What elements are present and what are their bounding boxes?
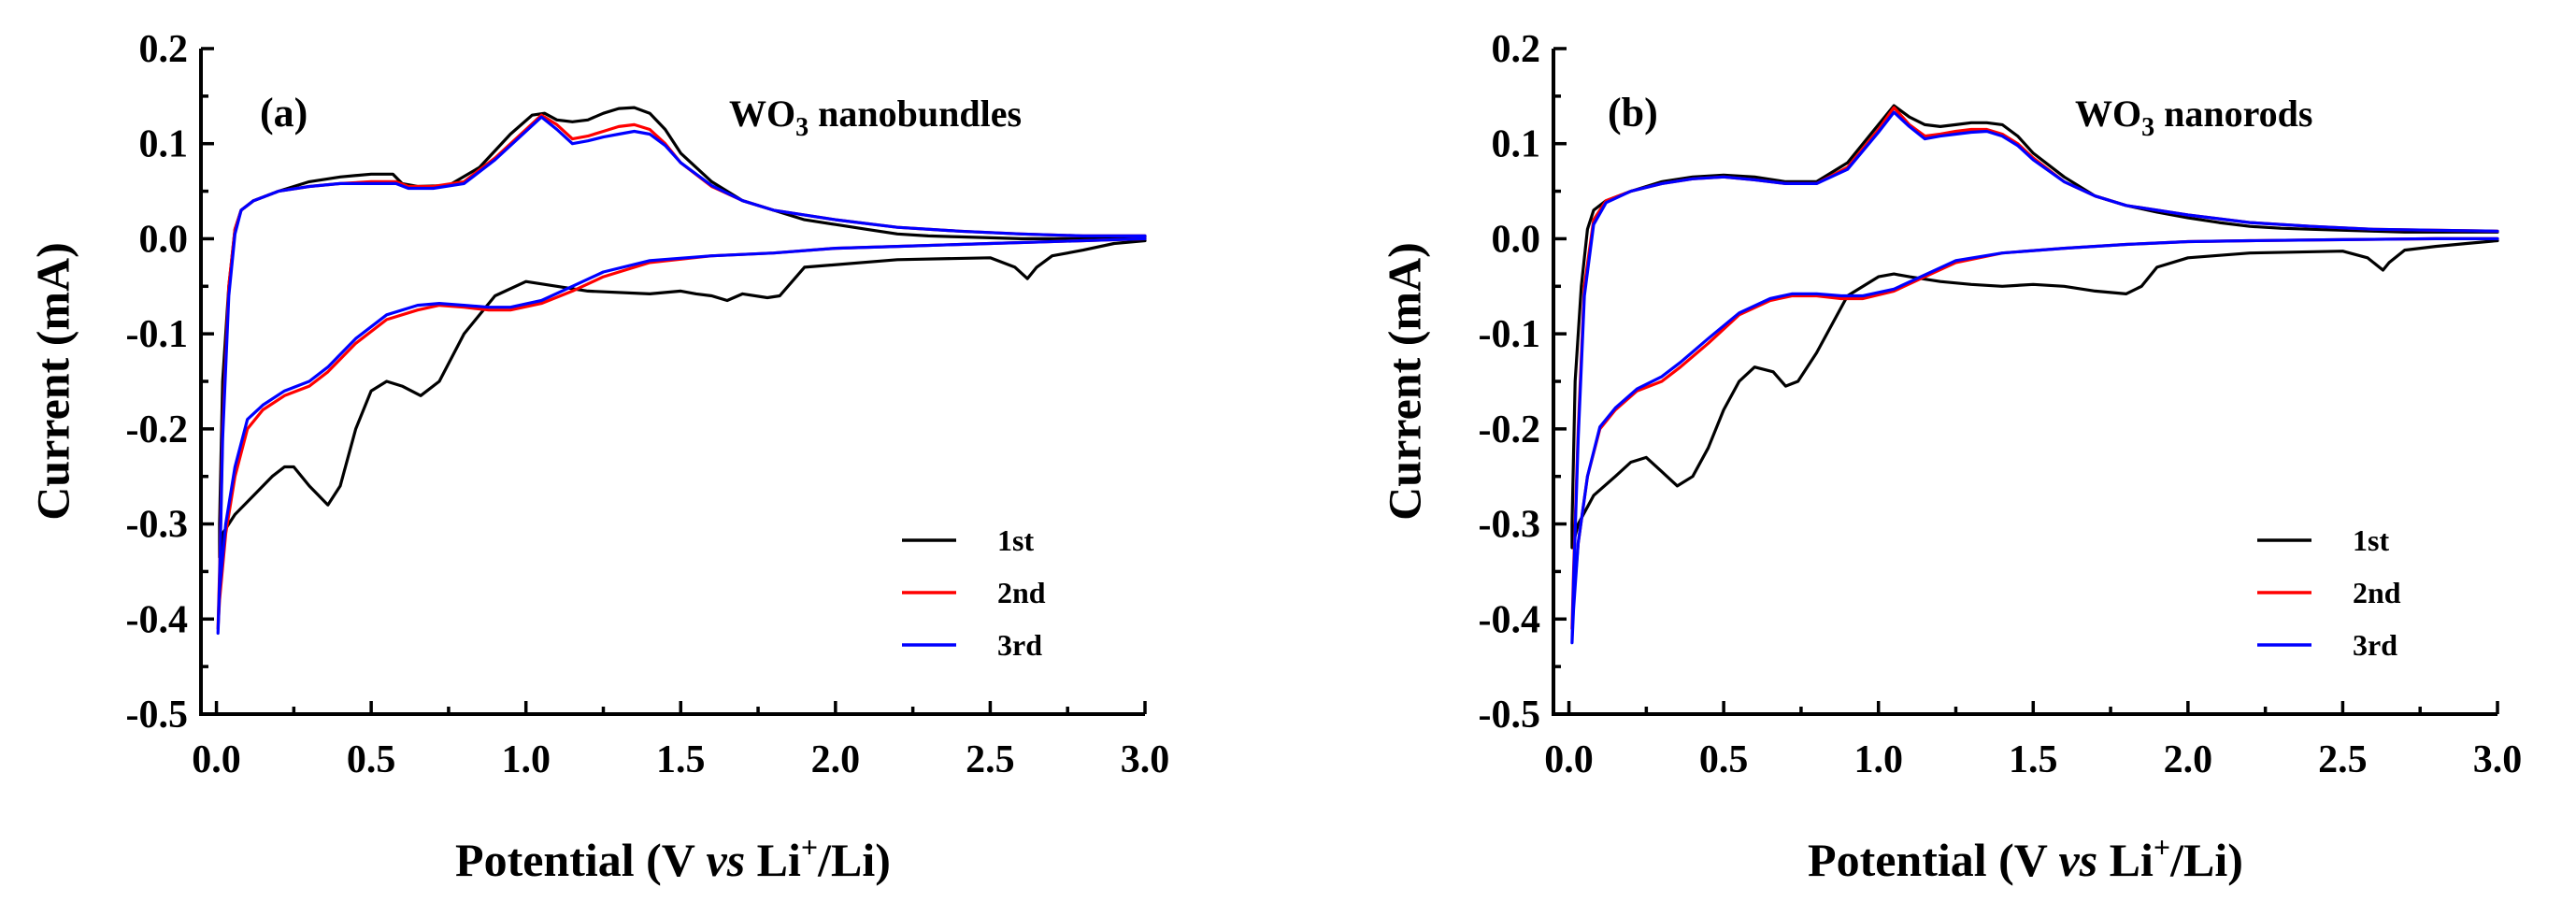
y-axis-title: Current (mA): [1378, 242, 1430, 521]
series-line-1st: [1570, 104, 2499, 550]
x-tick-label: 1.5: [656, 738, 706, 781]
x-tick-label: 1.0: [501, 738, 551, 781]
y-axis-title: Current (mA): [26, 242, 79, 521]
y-tick-label: -0.2: [126, 408, 189, 451]
series-line-3rd: [1570, 110, 2499, 645]
y-tick-label: -0.2: [1479, 408, 1541, 451]
legend-label-2nd: 2nd: [997, 576, 1046, 609]
x-tick-label: 0.0: [1544, 738, 1594, 781]
legend-label-2nd: 2nd: [2353, 576, 2401, 609]
x-tick-label: 2.5: [966, 738, 1015, 781]
x-tick-label: 2.5: [2318, 738, 2368, 781]
y-tick-label: 0.1: [1492, 123, 1541, 166]
y-tick-label: -0.4: [126, 598, 189, 641]
series-line-1st: [218, 106, 1147, 559]
y-tick-label: -0.5: [126, 694, 189, 737]
y-tick-label: -0.1: [1479, 313, 1541, 356]
legend: 1st 2nd 3rd: [2257, 523, 2401, 662]
legend-label-1st: 1st: [2353, 523, 2389, 557]
legend-label-3rd: 3rd: [2353, 628, 2397, 662]
y-tick-label: -0.5: [1479, 694, 1541, 737]
x-tick-label: 3.0: [1121, 738, 1170, 781]
x-tick-label: 0.5: [1699, 738, 1749, 781]
x-tick-label: 0.0: [192, 738, 241, 781]
axis-frame: [1552, 49, 2497, 716]
chart-panel-1: 0.0 0.5 1.0 1.5 2.0 2.5 3.0 0.2 0.1 0.0 -0.1 -0.2 -0…: [26, 28, 1169, 886]
y-tick-label: -0.4: [1479, 598, 1541, 641]
x-tick-label: 0.5: [347, 738, 396, 781]
y-tick-label: -0.3: [1479, 504, 1541, 547]
y-tick-label: 0.0: [139, 218, 189, 261]
x-axis-title: Potential (V vs Li+/Li): [1808, 830, 2243, 886]
y-tick-label: 0.1: [139, 123, 189, 166]
legend: 1st 2nd 3rd: [902, 523, 1046, 662]
chart-panel-2: 0.0 0.5 1.0 1.5 2.0 2.5 3.0 0.2 0.1 0.0 -0.1 -0.2 -0…: [1378, 28, 2522, 886]
x-tick-label: 1.0: [1853, 738, 1903, 781]
x-tick-label: 2.0: [811, 738, 861, 781]
x-tick-label: 3.0: [2473, 738, 2523, 781]
x-axis-title: Potential (V vs Li+/Li): [455, 830, 891, 886]
panel-label: (a): [260, 90, 308, 136]
legend-label-3rd: 3rd: [997, 628, 1042, 662]
series-line-3rd: [216, 115, 1147, 636]
legend-label-1st: 1st: [997, 523, 1034, 557]
sample-label: WO3 nanobundles: [729, 93, 1022, 142]
axis-frame: [199, 49, 1145, 716]
sample-label: WO3 nanorods: [2075, 93, 2312, 142]
x-tick-label: 2.0: [2164, 738, 2213, 781]
y-tick-label: 0.2: [139, 28, 189, 71]
x-tick-label: 1.5: [2009, 738, 2058, 781]
y-tick-label: -0.1: [126, 313, 189, 356]
y-tick-label: 0.2: [1492, 28, 1541, 71]
y-tick-label: 0.0: [1492, 218, 1541, 261]
y-tick-label: -0.3: [126, 504, 189, 547]
panel-label: (b): [1608, 90, 1658, 136]
